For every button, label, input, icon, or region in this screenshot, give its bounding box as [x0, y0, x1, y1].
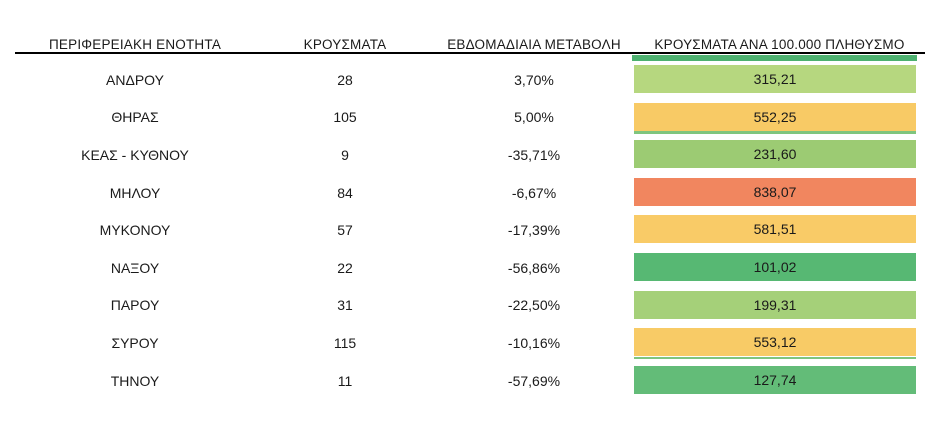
weekly-change-value: -22,50% — [507, 297, 561, 314]
per-100k-cell: 199,31 — [633, 287, 926, 325]
per-100k-colorscale-bar: 838,07 — [634, 177, 916, 206]
per-100k-colorscale-bar: 553,12 — [634, 328, 916, 357]
table-row: ΚΕΑΣ - ΚΥΘΝΟΥ 9 -35,71% 231,60 — [15, 136, 926, 174]
table-row: ΘΗΡΑΣ 105 5,00% 552,25 — [15, 99, 926, 137]
column-header-per-100k: ΚΡΟΥΣΜΑΤΑ ΑΝΑ 100.000 ΠΛΗΘΥΣΜΟ — [654, 37, 905, 52]
per-100k-value: 315,21 — [753, 71, 797, 87]
per-100k-colorscale-bar: 127,74 — [634, 365, 916, 394]
region-name: ΚΕΑΣ - ΚΥΘΝΟΥ — [81, 146, 189, 163]
cases-value: 22 — [337, 259, 353, 276]
per-100k-value: 581,51 — [753, 221, 797, 238]
table-row: ΜΥΚΟΝΟΥ 57 -17,39% 581,51 — [15, 211, 926, 249]
per-100k-value: 553,12 — [753, 334, 797, 351]
column-header-region: ΠΕΡΙΦΕΡΕΙΑΚΗ ΕΝΟΤΗΤΑ — [48, 37, 222, 52]
per-100k-cell: 838,07 — [633, 174, 926, 212]
region-name: ΑΝΔΡΟΥ — [106, 71, 164, 88]
weekly-change-value: 3,70% — [514, 71, 554, 88]
per-100k-cell: 101,02 — [633, 249, 926, 287]
per-100k-value: 127,74 — [753, 371, 797, 388]
per-100k-value: 552,25 — [753, 108, 797, 125]
region-name: ΜΥΚΟΝΟΥ — [99, 222, 171, 239]
weekly-change-value: -56,86% — [507, 259, 561, 276]
cases-value: 84 — [337, 184, 353, 201]
table-row: ΣΥΡΟΥ 115 -10,16% 553,12 — [15, 324, 926, 362]
hidden-row-strip — [634, 131, 916, 134]
per-100k-colorscale-bar: 231,60 — [634, 140, 916, 169]
cases-value: 105 — [333, 109, 357, 126]
cases-value: 115 — [333, 334, 357, 351]
per-100k-cell: 552,25 — [633, 99, 926, 137]
cases-value: 28 — [337, 71, 353, 88]
column-header-cases: ΚΡΟΥΣΜΑΤΑ — [303, 37, 387, 52]
weekly-change-value: -10,16% — [507, 334, 561, 351]
table-row: ΤΗΝΟΥ 11 -57,69% 127,74 — [15, 362, 926, 400]
region-name: ΜΗΛΟΥ — [109, 184, 161, 201]
cases-value: 11 — [337, 372, 353, 389]
per-100k-value: 838,07 — [753, 183, 797, 200]
region-name: ΘΗΡΑΣ — [111, 109, 159, 126]
per-100k-colorscale-bar: 315,21 — [634, 65, 916, 93]
weekly-change-value: 5,00% — [514, 109, 554, 126]
per-100k-colorscale-bar: 552,25 — [634, 102, 916, 131]
per-100k-cell: 315,21 — [633, 61, 926, 99]
hidden-row-strip — [634, 356, 916, 360]
cases-value: 57 — [337, 222, 353, 239]
region-name: ΝΑΞΟΥ — [110, 259, 160, 276]
weekly-change-value: -6,67% — [511, 184, 557, 201]
weekly-change-value: -35,71% — [507, 146, 561, 163]
per-100k-colorscale-bar: 199,31 — [634, 290, 916, 319]
per-100k-cell: 231,60 — [633, 136, 926, 174]
table-body: ΑΝΔΡΟΥ 28 3,70% 315,21 ΘΗΡΑΣ 105 5,00% 5… — [0, 61, 926, 399]
per-100k-value: 199,31 — [753, 296, 797, 313]
region-name: ΣΥΡΟΥ — [111, 334, 159, 351]
weekly-change-value: -17,39% — [507, 222, 561, 239]
per-100k-colorscale-bar: 101,02 — [634, 252, 916, 281]
cases-value: 31 — [337, 297, 353, 314]
table-row: ΜΗΛΟΥ 84 -6,67% 838,07 — [15, 174, 926, 212]
region-name: ΠΑΡΟΥ — [110, 297, 160, 314]
column-header-weekly-change: ΕΒΔΟΜΑΔΙΑΙΑ ΜΕΤΑΒΟΛΗ — [447, 37, 621, 52]
table-row: ΝΑΞΟΥ 22 -56,86% 101,02 — [15, 249, 926, 287]
cases-value: 9 — [341, 146, 349, 163]
per-100k-value: 231,60 — [753, 146, 797, 163]
region-name: ΤΗΝΟΥ — [110, 372, 160, 389]
table-row: ΑΝΔΡΟΥ 28 3,70% 315,21 — [15, 61, 926, 99]
per-100k-colorscale-bar: 581,51 — [634, 215, 916, 244]
per-100k-cell: 553,12 — [633, 324, 926, 362]
table-row: ΠΑΡΟΥ 31 -22,50% 199,31 — [15, 287, 926, 325]
colorscale-top-strip — [632, 55, 917, 61]
header-divider-line — [15, 52, 925, 54]
table-header-row: ΠΕΡΙΦΕΡΕΙΑΚΗ ΕΝΟΤΗΤΑ ΚΡΟΥΣΜΑΤΑ ΕΒΔΟΜΑΔΙΑ… — [15, 0, 926, 52]
per-100k-cell: 581,51 — [633, 211, 926, 249]
per-100k-value: 101,02 — [753, 258, 797, 275]
per-100k-cell: 127,74 — [633, 362, 926, 400]
weekly-change-value: -57,69% — [507, 372, 561, 389]
